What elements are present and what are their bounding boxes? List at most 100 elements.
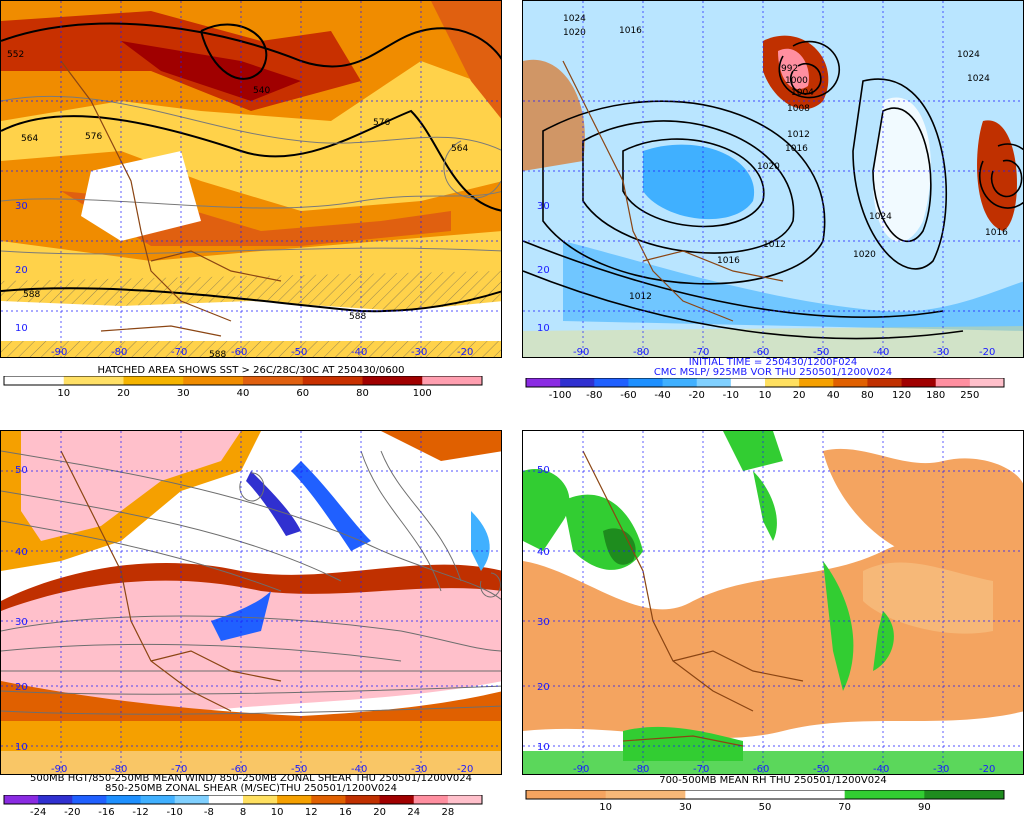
colorbar-swatch bbox=[605, 790, 686, 799]
lon-label: -60 bbox=[753, 347, 769, 358]
lon-label: -80 bbox=[111, 347, 127, 358]
colorbar-swatch bbox=[140, 795, 176, 804]
colorbar-border bbox=[3, 795, 483, 805]
colorbar-swatch bbox=[765, 378, 800, 387]
contour-label: 1020 bbox=[563, 28, 586, 38]
map-canvas: 1024 1020 1016 992 1000 1004 1008 1012 1… bbox=[523, 1, 1023, 358]
colorbar-border bbox=[525, 378, 1005, 388]
contour-label: 1020 bbox=[757, 162, 780, 172]
colorbar-swatch bbox=[447, 795, 483, 804]
colorbar: 10 20 30 40 60 80 100 bbox=[3, 376, 483, 398]
colorbar-tick-label: 250 bbox=[960, 390, 979, 400]
colorbar-swatch bbox=[38, 795, 73, 804]
panel-caption: 500MB HGT/850-250MB MEAN WIND/ 850-250MB… bbox=[29, 773, 473, 784]
colorbar-swatch bbox=[106, 795, 142, 804]
lat-label: 50 bbox=[15, 465, 28, 476]
colorbar-swatch bbox=[730, 378, 766, 387]
colorbar-swatch bbox=[302, 376, 363, 385]
lon-label: -30 bbox=[411, 764, 427, 775]
colorbar-tick-label: 12 bbox=[305, 807, 318, 817]
lon-label: -90 bbox=[51, 347, 67, 358]
map-area: 552 540 564 576 564 576 588 588 588 30 2… bbox=[0, 0, 502, 358]
colorbar-tick-label: -20 bbox=[64, 807, 80, 817]
panel-caption: 700-500MB MEAN RH THU 250501/1200V024 bbox=[659, 775, 887, 786]
lon-label: -60 bbox=[231, 347, 247, 358]
lon-label: -50 bbox=[813, 347, 829, 358]
lon-label: -40 bbox=[873, 764, 889, 775]
colorbar-swatch bbox=[243, 795, 278, 804]
colorbar-tick-label: -40 bbox=[654, 390, 670, 400]
lat-label: 10 bbox=[537, 742, 550, 753]
map-area: 50 40 30 20 10 -90 -80 -70 -60 -50 -40 -… bbox=[522, 430, 1024, 775]
lat-label: 20 bbox=[15, 265, 28, 276]
colorbar-swatch bbox=[867, 378, 903, 387]
colorbar-tick-label: -16 bbox=[98, 807, 114, 817]
contour-label: 540 bbox=[253, 86, 270, 96]
contour-label: 588 bbox=[23, 290, 40, 300]
colorbar-tick-label: 8 bbox=[240, 807, 246, 817]
contour-label: 1016 bbox=[985, 228, 1008, 238]
colorbar-swatch bbox=[379, 795, 415, 804]
contour-label: 1016 bbox=[717, 256, 740, 266]
colorbar-swatch bbox=[422, 376, 483, 385]
lon-label: -70 bbox=[693, 764, 709, 775]
colorbar-tick-label: 40 bbox=[827, 390, 840, 400]
lon-label: -90 bbox=[51, 764, 67, 775]
contour-label: 1004 bbox=[791, 88, 814, 98]
colorbar-tick-label: 10 bbox=[271, 807, 284, 817]
colorbar: -100 -80 -60 -40 -20 -10 10 20 40 80 120 180 250 bbox=[525, 378, 1005, 400]
lon-label: -90 bbox=[573, 347, 589, 358]
map-area: 50 40 30 20 10 -90 -80 -70 -60 -50 -40 -… bbox=[0, 430, 502, 775]
colorbar-tick-label: 16 bbox=[339, 807, 352, 817]
colorbar-swatch bbox=[844, 790, 925, 799]
map-canvas: 50 40 30 20 10 -90 -80 -70 -60 -50 -40 -… bbox=[1, 431, 501, 775]
lon-label: -80 bbox=[111, 764, 127, 775]
contour-label: 588 bbox=[349, 312, 366, 322]
map-canvas: 50 40 30 20 10 -90 -80 -70 -60 -50 -40 -… bbox=[523, 431, 1023, 775]
colorbar-swatch bbox=[311, 795, 346, 804]
contour-labels: 552 540 564 576 564 576 588 588 588 bbox=[7, 50, 468, 357]
colorbar-swatch bbox=[63, 376, 124, 385]
panel-relative-humidity: 50 40 30 20 10 -90 -80 -70 -60 -50 -40 -… bbox=[522, 430, 1024, 819]
contour-label: 564 bbox=[21, 134, 38, 144]
lon-label: -50 bbox=[291, 764, 307, 775]
colorbar-tick-label: -10 bbox=[167, 807, 183, 817]
lon-label: -20 bbox=[979, 764, 995, 775]
panel-shear-sst: 552 540 564 576 564 576 588 588 588 30 2… bbox=[0, 0, 502, 398]
lon-label: -50 bbox=[291, 347, 307, 358]
lat-label: 10 bbox=[15, 742, 28, 753]
colorbar-tick-label: -80 bbox=[586, 390, 602, 400]
colorbar-tick-label: 30 bbox=[177, 388, 190, 398]
lon-label: -30 bbox=[933, 347, 949, 358]
colorbar-swatch bbox=[685, 790, 766, 799]
colorbar-swatch bbox=[413, 795, 449, 804]
colorbar-tick-label: -24 bbox=[30, 807, 46, 817]
colorbar-swatch bbox=[4, 376, 65, 385]
colorbar-border bbox=[3, 376, 483, 386]
contour-label: 576 bbox=[85, 132, 102, 142]
contour-label: 1024 bbox=[869, 212, 892, 222]
colorbar-tick-label: -10 bbox=[723, 390, 739, 400]
panel-caption: HATCHED AREA SHOWS SST > 26C/28C/30C AT … bbox=[97, 365, 405, 376]
colorbar: 10 30 50 70 90 bbox=[525, 790, 1005, 812]
lon-label: -20 bbox=[457, 347, 473, 358]
lon-label: -40 bbox=[351, 764, 367, 775]
colorbar-swatch bbox=[628, 378, 664, 387]
contour-label: 552 bbox=[7, 50, 24, 60]
colorbar-tick-label: -60 bbox=[620, 390, 636, 400]
colorbar-tick-label: -20 bbox=[689, 390, 705, 400]
contour-label: 576 bbox=[373, 118, 390, 128]
lat-label: 20 bbox=[15, 682, 28, 693]
panel-mslp-vorticity: 1024 1020 1016 992 1000 1004 1008 1012 1… bbox=[522, 0, 1024, 400]
panel-caption: CMC MSLP/ 925MB VOR THU 250501/1200V024 bbox=[653, 367, 893, 378]
panel-caption: 850-250MB ZONAL SHEAR (M/SEC)THU 250501/… bbox=[105, 783, 397, 794]
contour-label: 1008 bbox=[787, 104, 810, 114]
colorbar-swatch bbox=[924, 790, 1005, 799]
colorbar-swatch bbox=[969, 378, 1005, 387]
lon-label: -90 bbox=[573, 764, 589, 775]
colorbar-tick-label: 24 bbox=[407, 807, 420, 817]
contour-label: 1012 bbox=[787, 130, 810, 140]
lat-label: 30 bbox=[15, 201, 28, 212]
lat-label: 30 bbox=[15, 617, 28, 628]
colorbar-swatch bbox=[362, 376, 423, 385]
